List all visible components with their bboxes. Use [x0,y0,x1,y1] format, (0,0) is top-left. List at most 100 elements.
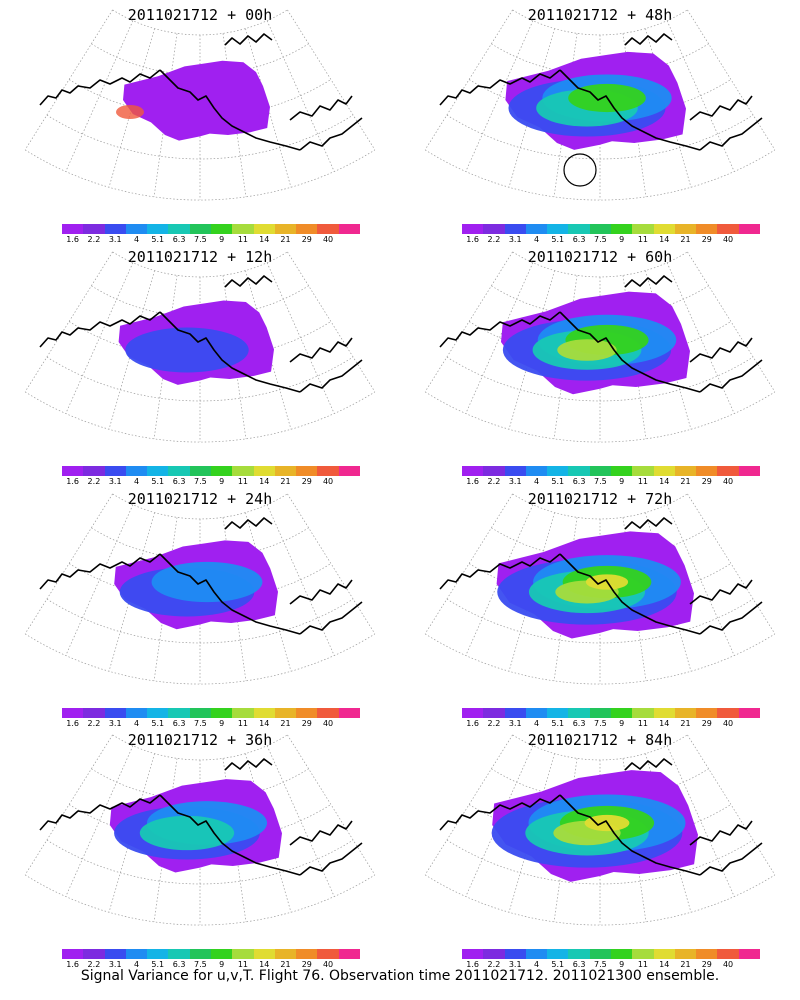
colorbar-swatch [717,224,739,234]
colorbar-label: 3.1 [508,719,522,728]
colorbar-swatch [210,949,233,959]
colorbar-swatch [547,949,569,959]
colorbar-swatch [317,224,339,234]
colorbar-label: 11 [637,960,649,969]
colorbar-label: 2.2 [487,477,501,486]
colorbar-swatch [525,466,548,476]
colorbar [62,949,360,959]
colorbar-swatch [189,224,211,234]
polar-map [24,251,376,443]
colorbar-label: 7.5 [593,719,607,728]
polar-map [24,9,376,201]
map-panel: 2011021712 + 24h 1.6 2.2 3.1 4 5.1 6.3 7.5 9 11 14… [0,484,400,728]
panel-title: 2011021712 + 12h [127,248,273,266]
colorbar-swatch [338,708,360,718]
colorbar-label: 9 [619,719,625,728]
colorbar-labels: 1.6 2.2 3.1 4 5.1 6.3 7.5 9 11 14 21 29 40 [58,960,378,970]
colorbar-swatch [696,466,718,476]
colorbar-swatch [232,708,254,718]
colorbar-label: 7.5 [193,235,207,244]
colorbar-label: 2.2 [87,719,101,728]
colorbar-swatch [317,466,339,476]
colorbar-swatch [168,466,190,476]
graticule [424,9,776,201]
colorbar-swatch [568,708,590,718]
colorbar-label: 11 [237,719,249,728]
colorbar-labels: 1.6 2.2 3.1 4 5.1 6.3 7.5 9 11 14 21 29 40 [58,719,378,729]
colorbar-label: 6.3 [172,477,186,486]
colorbar-label: 1.6 [466,719,480,728]
colorbar-label: 14 [659,719,670,728]
colorbar-label: 5.1 [151,477,165,486]
colorbar-swatch [232,466,254,476]
colorbar-swatch [147,949,169,959]
colorbar-label: 4 [133,477,140,486]
coastline [439,517,763,635]
colorbar [462,949,760,959]
colorbar-label: 40 [322,719,334,728]
colorbar-swatch [653,224,675,234]
colorbar-swatch [674,708,697,718]
variance-field [501,291,690,395]
colorbar-label: 21 [280,719,291,728]
colorbar-label: 21 [280,477,291,486]
colorbar-label: 14 [259,960,270,969]
colorbar-label: 14 [659,235,670,244]
colorbar-swatch [62,224,84,234]
colorbar [62,224,360,234]
colorbar-label: 4 [133,960,140,969]
map-panel: 2011021712 + 60h 1.6 2.2 3.1 4 5.1 6.3 7.5 9 11 14… [400,242,800,486]
colorbar-label: 11 [637,235,649,244]
colorbar-swatch [589,708,611,718]
colorbar-swatch [717,949,739,959]
colorbar-labels: 1.6 2.2 3.1 4 5.1 6.3 7.5 9 11 14 21 29 40 [458,235,778,245]
colorbar-swatch [738,708,760,718]
colorbar-label: 7.5 [193,960,207,969]
colorbar-swatch [104,708,126,718]
colorbar-swatch [104,466,126,476]
colorbar-swatch [653,466,675,476]
colorbar-swatch [253,224,275,234]
colorbar-label: 6.3 [172,235,186,244]
map-panel: 2011021712 + 84h 1.6 2.2 3.1 4 5.1 6.3 7.5 9 11 14… [400,725,800,969]
colorbar-swatch [589,466,611,476]
colorbar-label: 4 [533,719,540,728]
colorbar-label: 14 [259,477,270,486]
colorbar [62,708,360,718]
colorbar-swatch [83,224,105,234]
colorbar-label: 9 [619,235,625,244]
colorbar-label: 2.2 [87,960,101,969]
colorbar-label: 29 [301,235,312,244]
coastline [39,33,363,151]
colorbar-swatch [462,949,484,959]
polar-map [424,493,776,685]
colorbar-swatch [483,708,505,718]
colorbar-swatch [104,224,126,234]
colorbar [62,466,360,476]
polar-map [424,9,776,201]
colorbar-swatch [525,708,548,718]
polar-map [24,734,376,926]
colorbar-swatch [568,224,590,234]
colorbar-label: 29 [701,477,712,486]
colorbar-swatch [462,708,484,718]
colorbar-label: 9 [619,477,625,486]
colorbar-swatch [632,224,654,234]
colorbar-label: 29 [701,719,712,728]
colorbar-label: 14 [259,235,270,244]
colorbar-swatch [547,466,569,476]
variance-field [505,51,686,150]
colorbar-label: 2.2 [487,960,501,969]
colorbar-label: 11 [637,477,649,486]
colorbar-label: 3.1 [508,960,522,969]
colorbar-label: 9 [219,477,225,486]
colorbar-swatch [274,224,297,234]
colorbar-swatch [83,708,105,718]
colorbar-label: 4 [133,719,140,728]
colorbar-label: 14 [659,960,670,969]
colorbar-label: 2.2 [87,235,101,244]
observation-circle [563,153,597,187]
coastline [39,758,363,876]
colorbar-label: 3.1 [508,235,522,244]
variance-field [116,60,270,141]
